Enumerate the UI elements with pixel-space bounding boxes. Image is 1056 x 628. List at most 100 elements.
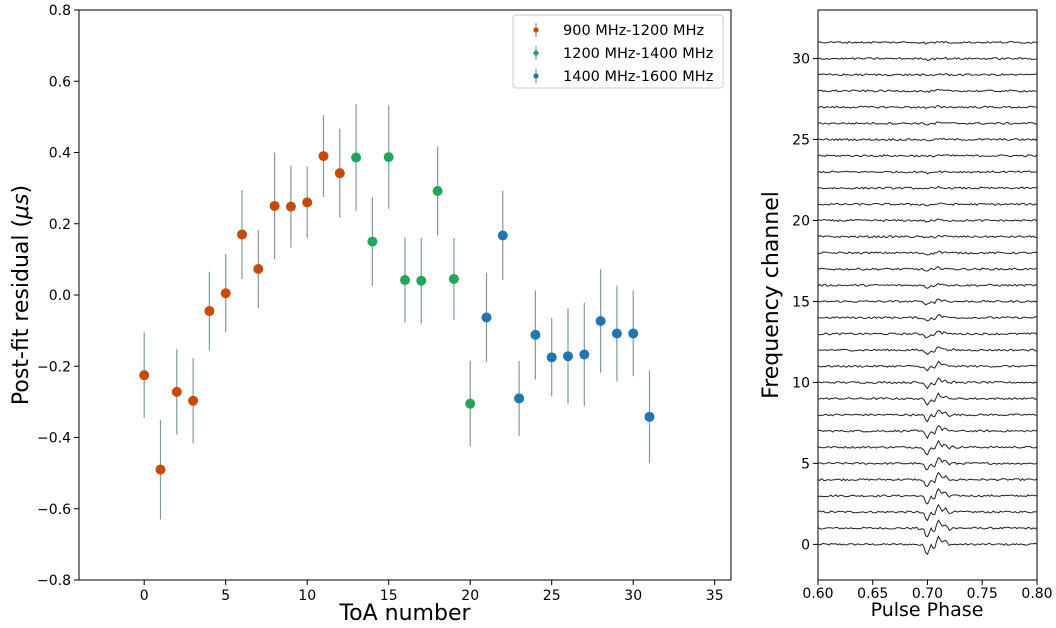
channel-profile [817, 170, 1038, 175]
channel-profile [817, 234, 1038, 239]
errorbar-layer [143, 104, 651, 520]
channel-profile [818, 202, 1038, 207]
right-y-tick-label: 25 [792, 133, 810, 149]
legend-label: 1200 MHz-1400 MHz [563, 46, 713, 62]
left-x-tick-label: 30 [624, 588, 642, 604]
data-point [334, 168, 345, 179]
left-y-tick-label: −0.2 [37, 359, 71, 375]
data-point [302, 197, 313, 208]
left-x-tick-label: 10 [298, 588, 316, 604]
channel-profile [817, 56, 1038, 62]
left-y-tick-label: −0.8 [37, 573, 71, 589]
data-point [530, 329, 541, 340]
left-x-tick-label: 15 [380, 588, 398, 604]
data-point [628, 328, 639, 339]
data-point [204, 306, 215, 317]
right-y-tick-label: 5 [801, 456, 810, 472]
channel-profile [817, 88, 1038, 94]
data-point [318, 151, 329, 162]
channel-profile [817, 153, 1038, 158]
channel-profile [817, 439, 1038, 456]
right-y-axis-label: Frequency channel [759, 191, 784, 399]
channel-profile [817, 218, 1038, 223]
data-point [416, 275, 427, 286]
data-point [432, 185, 443, 196]
right-x-tick-label: 0.80 [1021, 586, 1052, 602]
right-y-tick-label: 30 [792, 52, 810, 68]
data-point [237, 229, 247, 240]
left-y-tick-label: 0.4 [49, 146, 71, 162]
channel-profile [817, 471, 1038, 488]
channel-profile [817, 314, 1038, 322]
waterfall-plot: 0.60 0.65 0.70 0.75 0.80 0 5 10 15 20 25 30 Pulse … [759, 9, 1053, 621]
channel-profile [817, 487, 1038, 505]
right-x-tick-label: 0.60 [802, 586, 833, 602]
data-point [481, 312, 492, 323]
left-y-axis-label: Post-fit residual (μs) [9, 185, 34, 405]
left-x-tick-label: 25 [543, 588, 561, 604]
left-y-tick-label: 0.6 [49, 74, 71, 90]
left-x-axis: 0 5 10 15 20 25 30 35 [140, 580, 724, 604]
channel-profile [817, 282, 1038, 289]
data-point [400, 275, 410, 286]
left-y-axis: −0.8 −0.6 −0.4 −0.2 0.0 0.2 0.4 0.6 0.8 [37, 3, 79, 589]
channel-profile [817, 137, 1038, 142]
data-point [155, 464, 166, 475]
profile-layer [817, 40, 1038, 556]
left-x-axis-label: ToA number [338, 601, 471, 626]
data-point [220, 288, 231, 299]
right-y-tick-label: 0 [801, 537, 810, 553]
channel-profile [817, 360, 1038, 372]
data-point [563, 351, 573, 362]
channel-profile [817, 456, 1038, 471]
left-y-tick-label: −0.4 [37, 431, 71, 447]
channel-profile [818, 330, 1038, 339]
data-point [367, 236, 378, 247]
data-point [595, 316, 606, 327]
right-x-tick-label: 0.65 [857, 586, 888, 602]
channel-profile [817, 535, 1038, 556]
data-point [188, 395, 199, 406]
channel-profile [817, 519, 1038, 538]
legend-label: 1400 MHz-1600 MHz [563, 69, 713, 85]
left-y-tick-label: −0.6 [37, 502, 71, 518]
data-point [383, 152, 394, 163]
marker-layer [139, 151, 655, 475]
data-point [579, 349, 590, 360]
channel-profile [817, 266, 1038, 272]
channel-profile [817, 298, 1038, 306]
data-point [351, 152, 362, 163]
channel-profile [817, 121, 1038, 126]
data-point [285, 201, 296, 212]
data-point [514, 393, 525, 404]
right-y-tick-label: 20 [792, 214, 810, 230]
right-y-tick-label: 10 [792, 375, 810, 391]
right-x-tick-label: 0.75 [967, 586, 998, 602]
left-x-tick-label: 20 [461, 588, 479, 604]
channel-profile [817, 72, 1038, 77]
channel-profile [817, 392, 1038, 406]
residual-plot: 0 5 10 15 20 25 30 35 −0.8 −0.6 −0.4 −0.2 0.0 0.2 0.4… [9, 3, 732, 626]
right-y-axis: 0 5 10 15 20 25 30 [792, 52, 818, 553]
legend-marker [533, 50, 539, 56]
channel-profile [817, 185, 1038, 190]
legend-marker [533, 73, 539, 79]
right-plot-frame [817, 9, 1038, 581]
channel-profile [817, 104, 1038, 109]
right-x-tick-label: 0.70 [912, 586, 943, 602]
data-point [269, 200, 280, 211]
channel-profile [817, 346, 1038, 356]
left-y-tick-label: 0.0 [49, 288, 71, 304]
data-point [171, 386, 182, 397]
channel-profile [817, 409, 1038, 423]
legend-label: 900 MHz-1200 MHz [563, 23, 704, 39]
channel-profile [817, 250, 1038, 256]
legend: 900 MHz-1200 MHz 1200 MHz-1400 MHz 1400 MH… [512, 14, 724, 89]
channel-profile [817, 503, 1038, 522]
left-x-tick-label: 5 [221, 588, 230, 604]
right-y-tick-label: 15 [792, 294, 810, 310]
data-point [497, 230, 508, 241]
channel-profile [817, 40, 1038, 45]
left-x-tick-label: 35 [706, 588, 724, 604]
